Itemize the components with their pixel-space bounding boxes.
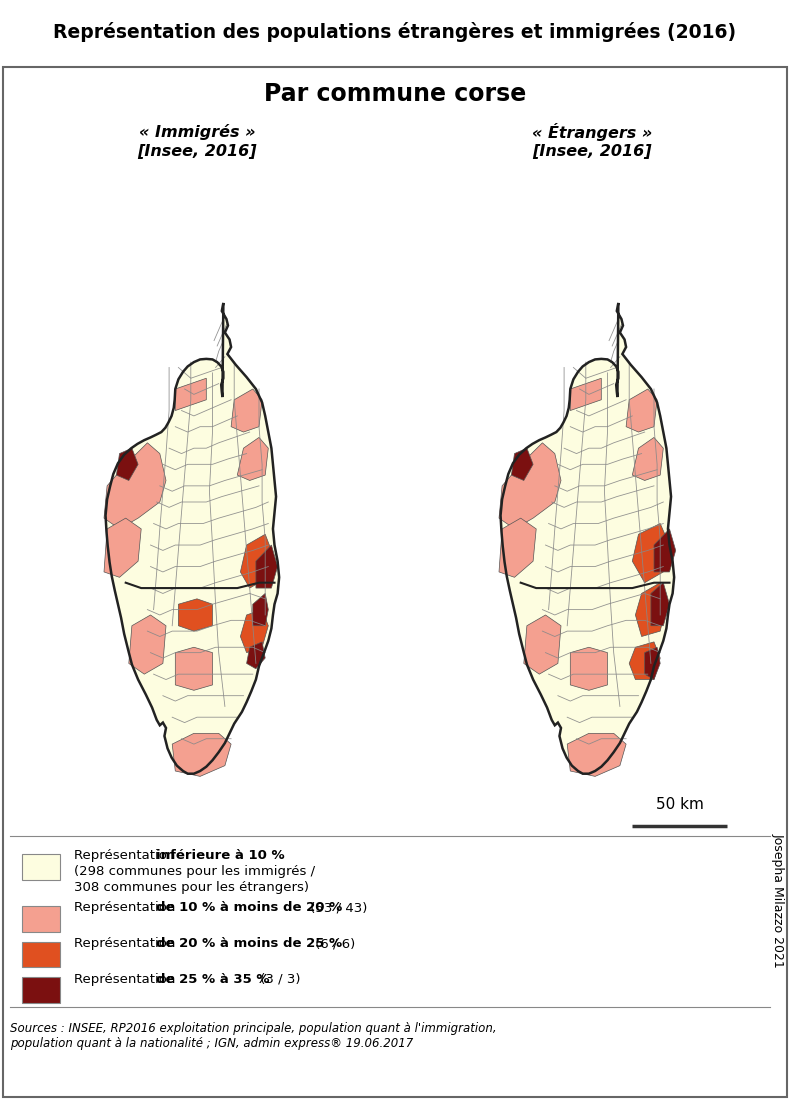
- Polygon shape: [116, 448, 138, 481]
- Bar: [22, 854, 60, 880]
- Polygon shape: [635, 583, 667, 637]
- Text: (298 communes pour les immigrés /: (298 communes pour les immigrés /: [74, 866, 315, 878]
- Text: Représentation: Représentation: [74, 849, 179, 862]
- Text: « Étrangers »: « Étrangers »: [532, 122, 652, 141]
- Polygon shape: [106, 302, 279, 773]
- Text: population quant à la nationalité ; IGN, admin express® 19.06.2017: population quant à la nationalité ; IGN,…: [10, 1037, 413, 1050]
- Text: Représentation: Représentation: [74, 901, 179, 914]
- Polygon shape: [175, 378, 206, 410]
- Polygon shape: [654, 529, 675, 572]
- Polygon shape: [567, 734, 626, 777]
- Text: Représentation des populations étrangères et immigrées (2016): Représentation des populations étrangère…: [54, 22, 736, 42]
- Polygon shape: [231, 389, 262, 432]
- Polygon shape: [240, 609, 269, 652]
- Bar: [22, 978, 60, 1003]
- Polygon shape: [501, 302, 674, 773]
- Text: Par commune corse: Par commune corse: [264, 81, 526, 106]
- Text: (3 / 3): (3 / 3): [256, 972, 300, 986]
- Polygon shape: [104, 518, 141, 578]
- Polygon shape: [175, 647, 213, 691]
- Polygon shape: [237, 438, 269, 481]
- Polygon shape: [570, 378, 601, 410]
- Polygon shape: [256, 544, 277, 588]
- Bar: [22, 942, 60, 968]
- Polygon shape: [629, 642, 660, 680]
- Polygon shape: [632, 524, 669, 583]
- Text: de 20 % à moins de 25 %: de 20 % à moins de 25 %: [156, 937, 342, 950]
- Polygon shape: [570, 647, 608, 691]
- Polygon shape: [524, 615, 561, 674]
- Text: de 25 % à 35 %: de 25 % à 35 %: [156, 972, 269, 986]
- Polygon shape: [651, 583, 669, 626]
- Text: Représentation: Représentation: [74, 972, 179, 986]
- Polygon shape: [632, 438, 664, 481]
- Polygon shape: [253, 594, 269, 626]
- Text: 50 km: 50 km: [656, 798, 703, 812]
- Polygon shape: [511, 448, 533, 481]
- Text: inférieure à 10 %: inférieure à 10 %: [156, 849, 284, 862]
- Polygon shape: [179, 598, 213, 631]
- Polygon shape: [626, 389, 657, 432]
- Polygon shape: [104, 443, 166, 529]
- Text: Sources : INSEE, RP2016 exploitation principale, population quant à l'immigratio: Sources : INSEE, RP2016 exploitation pri…: [10, 1022, 497, 1035]
- Polygon shape: [246, 642, 265, 669]
- Text: (6 / 6): (6 / 6): [311, 937, 356, 950]
- Polygon shape: [499, 518, 536, 578]
- Text: [Insee, 2016]: [Insee, 2016]: [532, 144, 652, 159]
- Text: [Insee, 2016]: [Insee, 2016]: [137, 144, 257, 159]
- Polygon shape: [499, 443, 561, 529]
- Text: 308 communes pour les étrangers): 308 communes pour les étrangers): [74, 881, 309, 894]
- Text: de 10 % à moins de 20 %: de 10 % à moins de 20 %: [156, 901, 342, 914]
- Text: « Immigrés »: « Immigrés »: [139, 123, 255, 140]
- Text: (53 / 43): (53 / 43): [306, 901, 367, 914]
- Polygon shape: [172, 734, 231, 777]
- Text: Représentation: Représentation: [74, 937, 179, 950]
- Polygon shape: [240, 535, 272, 589]
- Bar: [22, 905, 60, 932]
- Text: Josepha Milazzo 2021: Josepha Milazzo 2021: [772, 834, 784, 968]
- Polygon shape: [645, 647, 660, 680]
- Polygon shape: [129, 615, 166, 674]
